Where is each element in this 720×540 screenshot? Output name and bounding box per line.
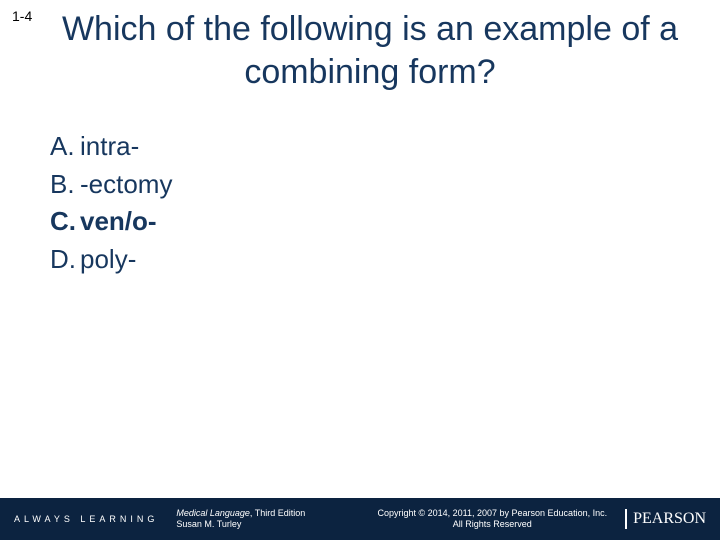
option-line: C.ven/o- (50, 203, 172, 241)
question-title: Which of the following is an example of … (40, 8, 700, 93)
always-learning-text: ALWAYS LEARNING (14, 514, 158, 524)
option-text: intra- (80, 131, 139, 161)
option-line: B.-ectomy (50, 166, 172, 204)
option-line: D.poly- (50, 241, 172, 279)
slide-number: 1-4 (12, 8, 32, 24)
footer-bar: ALWAYS LEARNING Medical Language, Third … (0, 498, 720, 540)
book-title-rest: , Third Edition (250, 508, 305, 518)
book-credit: Medical Language, Third Edition Susan M.… (176, 508, 305, 531)
copyright-block: Copyright © 2014, 2011, 2007 by Pearson … (377, 508, 607, 531)
options-list: A.intra-B.-ectomyC.ven/o-D.poly- (50, 128, 172, 279)
book-title-italic: Medical Language (176, 508, 250, 518)
pearson-bar-icon (625, 509, 627, 529)
pearson-brand-text: PEARSON (633, 510, 706, 528)
option-text: -ectomy (80, 169, 172, 199)
option-text: ven/o- (80, 206, 157, 236)
option-line: A.intra- (50, 128, 172, 166)
option-label: B. (50, 166, 80, 204)
option-label: D. (50, 241, 80, 279)
book-author: Susan M. Turley (176, 519, 305, 530)
option-label: A. (50, 128, 80, 166)
option-text: poly- (80, 244, 136, 274)
copyright-line2: All Rights Reserved (377, 519, 607, 530)
pearson-logo: PEARSON (625, 509, 706, 529)
copyright-line1: Copyright © 2014, 2011, 2007 by Pearson … (377, 508, 607, 519)
option-label: C. (50, 203, 80, 241)
